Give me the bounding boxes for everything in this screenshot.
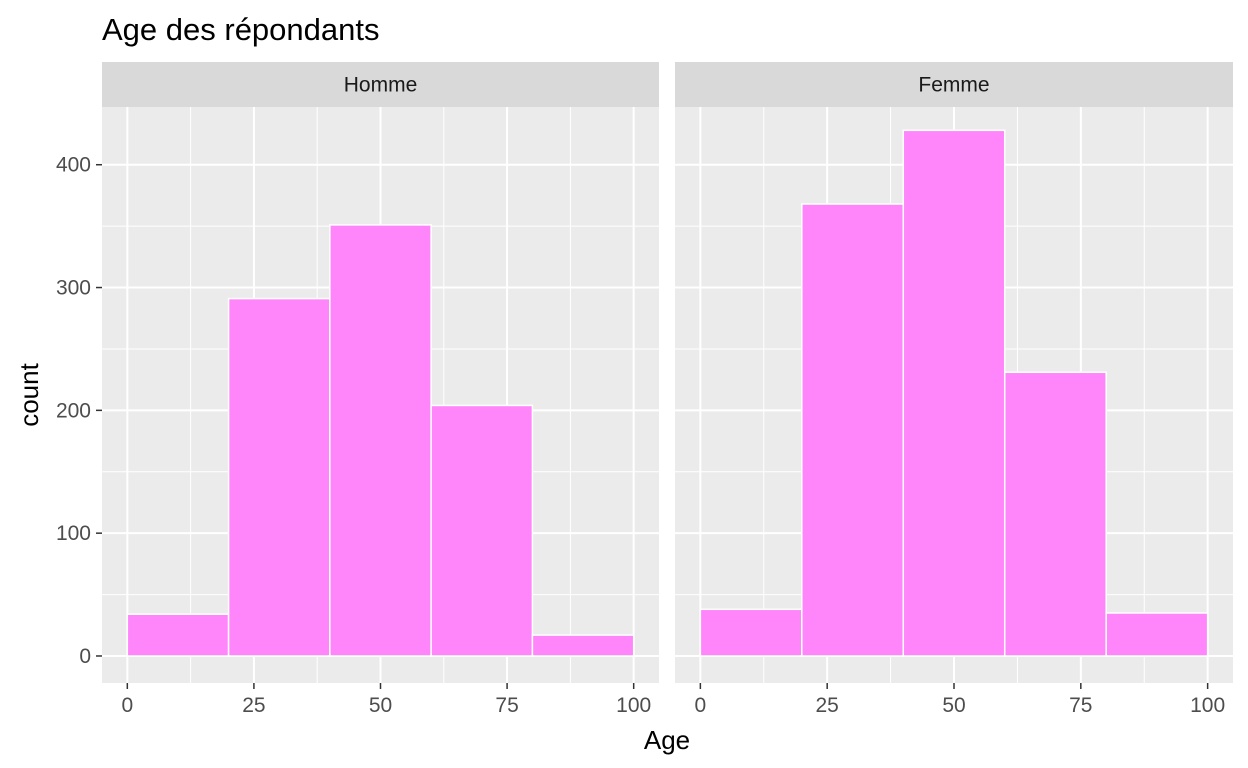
x-tick-label: 75 — [495, 694, 518, 717]
histogram-bar — [801, 203, 905, 657]
chart-title: Age des répondants — [102, 12, 380, 47]
y-tick-label: 0 — [79, 645, 91, 668]
x-tick-label: 75 — [1069, 694, 1092, 717]
y-tick-label: 200 — [56, 399, 91, 422]
y-tick-label: 100 — [56, 522, 91, 545]
facet-panels: Homme 0 25 50 75 100 0 100 200 300 400 Femme 0 25 50 75… — [56, 62, 1233, 717]
x-tick-label: 25 — [242, 694, 265, 717]
histogram-bar — [227, 297, 331, 657]
y-tick-label: 400 — [56, 154, 91, 177]
histogram-bar — [699, 608, 803, 657]
x-axis-title: Age — [644, 725, 690, 755]
x-tick-label: 100 — [1190, 694, 1225, 717]
facet-strip — [102, 62, 659, 107]
x-tick-label: 50 — [369, 694, 392, 717]
histogram-bar — [1003, 371, 1107, 657]
facet-panel-femme: Femme 0 25 50 75 100 — [675, 62, 1233, 717]
facet-panel-homme: Homme 0 25 50 75 100 0 100 200 300 400 — [56, 62, 659, 717]
histogram-bar — [531, 634, 635, 657]
histogram-bar — [430, 404, 534, 657]
histogram-bar — [1105, 612, 1209, 657]
y-tick-label: 300 — [56, 277, 91, 300]
x-tick-label: 50 — [942, 694, 965, 717]
histogram-bar — [329, 224, 432, 657]
y-axis-title: count — [14, 362, 44, 426]
x-tick-label: 25 — [816, 694, 839, 717]
histogram-bar — [126, 613, 230, 657]
facet-strip-label: Femme — [918, 74, 989, 97]
x-tick-label: 0 — [695, 694, 707, 717]
facet-strip — [675, 62, 1233, 107]
x-tick-label: 0 — [121, 694, 133, 717]
histogram-bar — [902, 129, 1006, 657]
facet-strip-label: Homme — [344, 74, 418, 97]
x-tick-label: 100 — [616, 694, 651, 717]
